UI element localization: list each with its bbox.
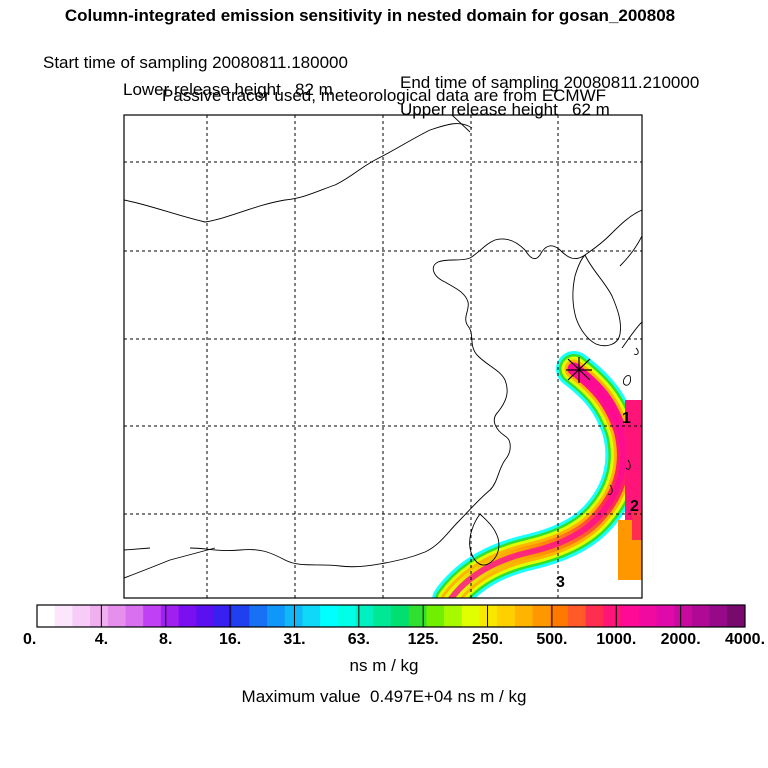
colorbar-tick-label: 1000. [596,631,637,648]
colorbar-swatch [196,605,215,627]
colorbar-swatch [550,605,569,627]
coastlines [124,115,642,579]
colorbar-tick-label: 0. [23,631,37,648]
colorbar-swatch [284,605,303,627]
upper-height-label: Upper release height 62 m [400,100,610,119]
colorbar-tick-label: 125. [407,631,439,648]
colorbar-swatch [461,605,480,627]
colorbar-swatch [249,605,268,627]
sampling-times: Start time of sampling 20080811.180000 E… [0,33,768,93]
colorbar-swatch [497,605,516,627]
day-marker-2: 2 [630,498,639,515]
colorbar-swatch [337,605,356,627]
colorbar-swatch [302,605,321,627]
colorbar-swatch [160,605,179,627]
max-value-text: Maximum value 0.497E+04 ns m / kg [241,687,527,706]
colorbar-tick-label: 500. [536,631,568,648]
colorbar-swatch [621,605,640,627]
colorbar-swatch [373,605,392,627]
colorbar-swatch [656,605,675,627]
colorbar-swatch [231,605,250,627]
start-time-label: Start time of sampling 20080811.180000 [43,53,348,72]
colorbar-swatch [709,605,728,627]
colorbar-swatch [444,605,463,627]
colorbar-swatch [674,605,693,627]
colorbar-swatch [691,605,710,627]
day-marker-1: 1 [622,410,631,427]
map-plot-area: 1 2 3 [124,115,642,598]
colorbar-swatch [603,605,622,627]
colorbar-swatch [107,605,126,627]
colorbar-swatch [54,605,73,627]
release-site-marker [566,357,592,383]
map-title: Column-integrated emission sensitivity i… [64,6,676,25]
grid-lines [124,115,642,598]
tracer-note: Passive tracer used, meteorological data… [161,86,607,105]
colorbar-tick-label: 31. [283,631,306,648]
map-frame [123,114,643,599]
colorbar-swatch [320,605,339,627]
colorbar-swatch [267,605,286,627]
end-time-label: End time of sampling 20080811.210000 [400,73,700,92]
colorbar-swatch [391,605,410,627]
colorbar-swatch [727,605,746,627]
colorbar-swatch [638,605,657,627]
colorbar-units: ns m / kg [349,656,419,675]
colorbar-swatch [72,605,91,627]
colorbar-tick-label: 16. [218,631,242,648]
colorbar-swatch [37,605,56,627]
colorbar-swatch [585,605,604,627]
colorbar-swatch [355,605,374,627]
colorbar-tick-label: 4. [94,631,109,648]
colorbar-swatch [568,605,587,627]
lower-height-label: Lower release height 82 m [123,80,333,99]
colorbar-frame [36,604,746,628]
colorbar-tick-label: 4000. [724,631,766,648]
colorbar-swatch [178,605,197,627]
colorbar-tick-label: 8. [159,631,173,648]
colorbar-tick-label: 2000. [660,631,701,648]
colorbar-swatch [514,605,533,627]
colorbar-swatch [125,605,144,627]
colorbar-swatch [532,605,551,627]
colorbar-tick-label: 63. [347,631,370,648]
emission-plume [432,351,642,598]
colorbar-swatch [426,605,445,627]
colorbar-swatch [479,605,498,627]
release-heights: Lower release height 82 m Upper release … [0,60,768,120]
colorbar-swatch [90,605,109,627]
colorbar-tick-label: 250. [471,631,504,648]
day-markers: 1 2 3 [556,410,639,591]
color-bar [36,604,746,628]
colorbar-swatch [408,605,427,627]
colorbar-swatch [143,605,162,627]
colorbar-swatch [214,605,233,627]
day-marker-3: 3 [556,574,565,591]
